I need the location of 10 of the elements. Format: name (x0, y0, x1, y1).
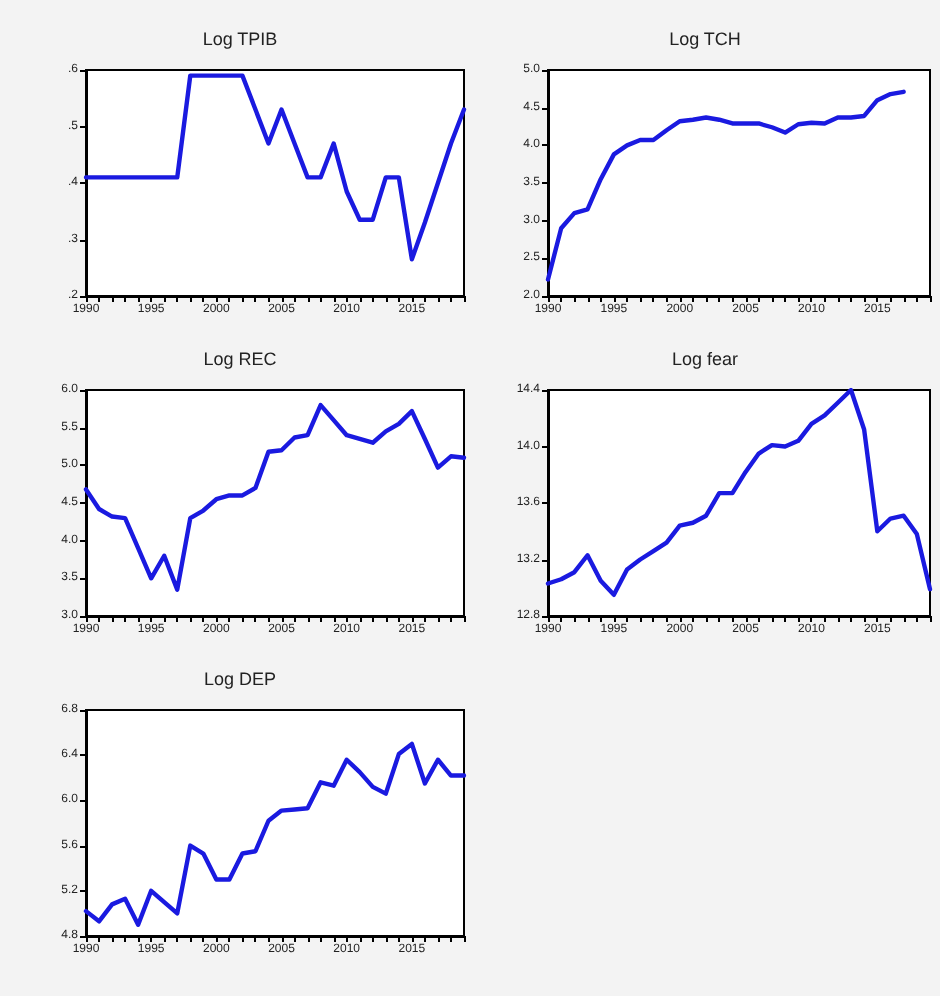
chart-title: Log TPIB (202, 29, 278, 49)
line-series (83, 73, 467, 262)
line-series (83, 402, 467, 592)
chart-title: Log REC (203, 349, 278, 369)
line-series (545, 387, 933, 598)
line-series (545, 89, 906, 282)
chart-title: Log TCH (669, 29, 741, 49)
line-series (83, 741, 467, 927)
chart-title: Log DEP (203, 669, 277, 689)
chart-title: Log fear (671, 349, 739, 369)
